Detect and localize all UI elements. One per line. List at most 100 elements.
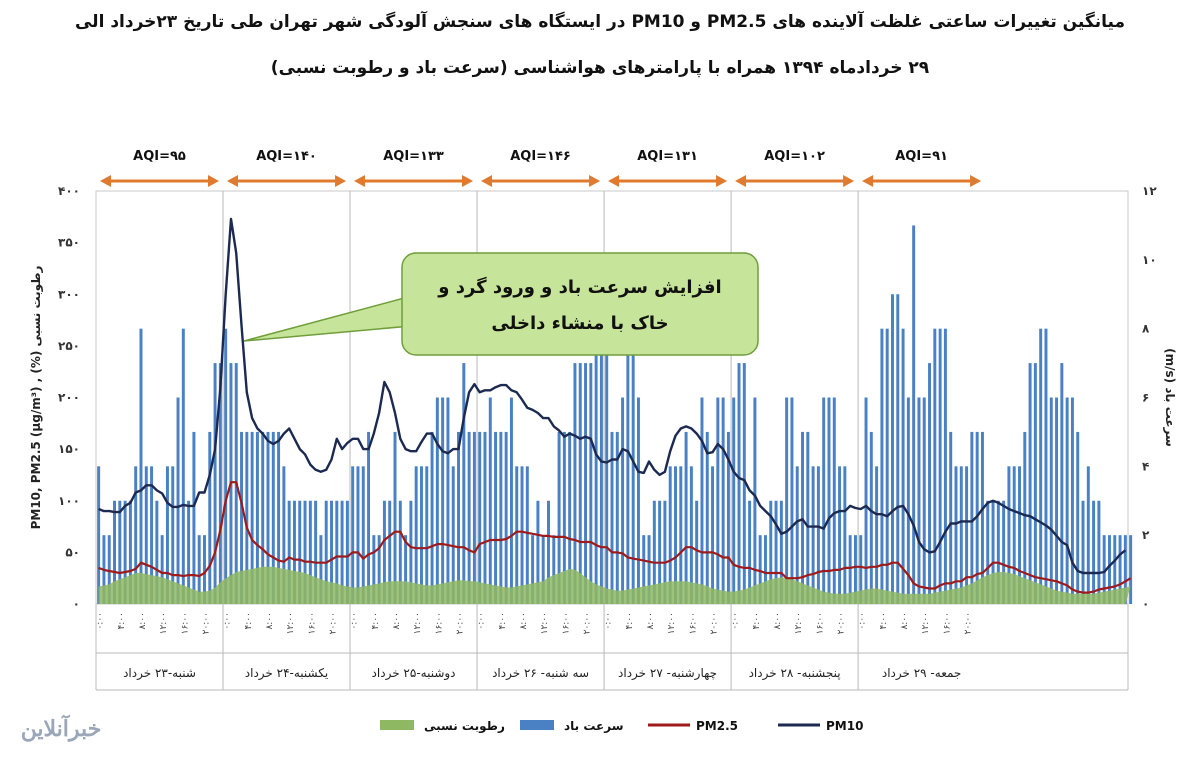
wind-bar [1060,363,1064,604]
wind-bar [1113,535,1117,604]
aqi-label: AQI=۱۰۲ [764,149,825,164]
pm25-line [98,481,1132,594]
wind-bar [451,466,455,604]
y-tick-left: ۱۵۰ [58,442,80,456]
wind-bar [515,466,519,604]
wind-bar [494,431,498,604]
wind-bar [584,363,588,604]
y-axis-label-right: (m/s) سرعت باد [1163,348,1177,447]
wind-bar [335,500,339,604]
wind-bar [388,500,392,604]
wind-bar [827,397,831,604]
y-tick-right: ۰ [1142,597,1149,611]
humidity-area [98,566,1131,604]
hour-tick: ۱۶:۰۰ [434,612,444,634]
site-logo: خبرآنلاین [6,706,116,752]
wind-bar [726,431,730,604]
hour-tick: ۸:۰۰ [265,612,275,630]
wind-bar [1007,466,1011,604]
hour-tick: ۸:۰۰ [392,612,402,630]
wind-bar [165,466,169,604]
wind-bar [594,328,598,604]
wind-bar [393,431,397,604]
wind-bar [901,328,905,604]
aqi-arrow-head [589,175,601,187]
hour-tick: ۰:۰۰ [858,612,868,630]
wind-bar [292,500,296,604]
wind-bar [308,500,312,604]
hour-tick: ۲۰:۰۰ [329,612,339,634]
wind-bar [536,500,540,604]
wind-bar [922,397,926,604]
hour-tick: ۱۲:۰۰ [667,612,677,634]
wind-bar [652,500,656,604]
wind-bar [928,363,932,604]
wind-bar [181,328,185,604]
wind-bar [1081,500,1085,604]
y-tick-right: ۱۰ [1142,253,1157,267]
hour-tick: ۱۶:۰۰ [688,612,698,634]
wind-bar [811,466,815,604]
wind-bar [367,431,371,604]
legend-label: رطوبت نسبی [424,719,505,734]
hour-tick: ۱۶:۰۰ [815,612,825,634]
aqi-label: AQI=۹۵ [133,149,186,164]
wind-bar [261,431,265,604]
wind-bar [377,535,381,604]
wind-bar [504,431,508,604]
wind-bar [160,535,164,604]
wind-bar [986,500,990,604]
wind-bar [1129,535,1133,604]
chart-title-line-1: میانگین تغییرات ساعتی غلظت آلاینده های P… [74,12,1125,32]
wind-bar [801,431,804,604]
wind-bar [118,500,122,604]
wind-bar [748,500,752,604]
y-tick-left: ۵۰ [65,545,80,559]
wind-bar [1102,535,1106,604]
hour-tick: ۴:۰۰ [625,612,635,630]
wind-bar [520,466,524,604]
wind-bar [245,431,249,604]
wind-bar [769,500,773,604]
wind-bar [912,225,916,605]
wind-bar [933,328,937,604]
wind-bar [404,535,408,604]
hour-tick: ۱۶:۰۰ [180,612,190,634]
wind-bar [647,535,651,604]
wind-bar [430,431,434,604]
y-tick-left: ۲۵۰ [58,339,80,353]
day-label: جمعه- ۲۹ خرداد [882,666,962,681]
aqi-arrow-head [462,175,474,187]
wind-bar [552,535,556,604]
wind-bar [949,431,953,604]
wind-bar [626,328,630,604]
wind-bar [1086,466,1090,604]
wind-bar [372,535,376,604]
wind-bar [525,466,529,604]
wind-bar [499,431,503,604]
wind-bar [1097,500,1101,604]
wind-bar [674,466,677,604]
hour-tick: ۸:۰۰ [646,612,656,630]
wind-bar [409,500,413,604]
wind-bar [848,535,852,604]
wind-bar [917,397,921,604]
wind-bar [282,466,286,604]
wind-bar [758,535,762,604]
wind-bar [298,500,302,604]
wind-bar [187,500,191,604]
hour-tick: ۴:۰۰ [371,612,381,630]
wind-bar [578,363,582,604]
wind-bar [361,466,365,604]
wind-bar [589,363,593,604]
wind-bar [266,431,270,604]
hour-tick: ۰:۰۰ [731,612,741,630]
wind-bar [689,466,693,604]
wind-bar [97,466,101,604]
hour-tick: ۱۶:۰۰ [942,612,952,634]
wind-bar [562,431,566,604]
wind-bar [1049,397,1053,604]
wind-bar [642,535,646,604]
wind-bar [991,500,995,604]
